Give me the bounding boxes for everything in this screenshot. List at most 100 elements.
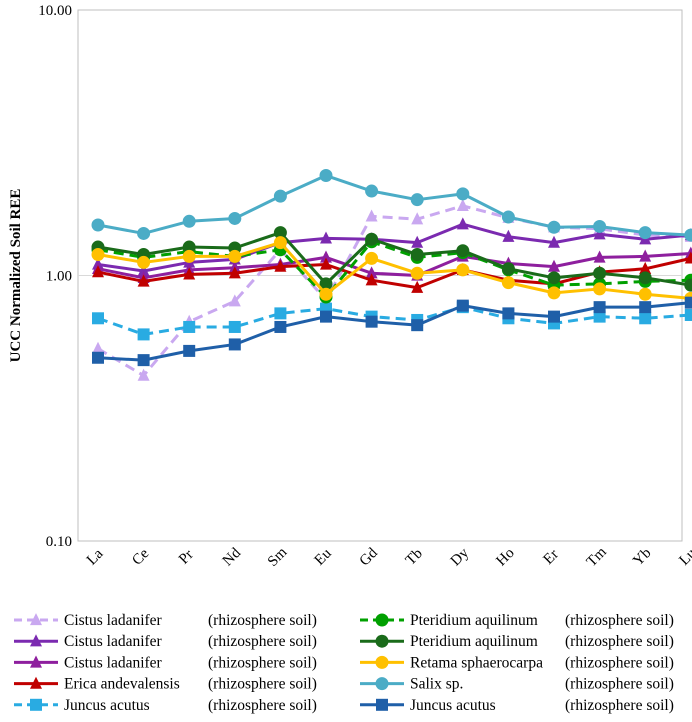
x-tick-label: Eu	[312, 545, 335, 568]
data-point	[593, 250, 606, 263]
data-point	[410, 247, 424, 261]
data-point	[410, 193, 424, 207]
data-point	[411, 319, 424, 332]
data-point	[547, 271, 561, 285]
x-tick-label: Tm	[584, 544, 610, 570]
data-point	[320, 250, 332, 263]
data-point	[182, 249, 196, 263]
legend-label: Cistus ladanifer	[64, 633, 163, 650]
legend-label: Cistus ladanifer	[64, 654, 163, 671]
legend-suffix: (rhizosphere soil)	[565, 676, 674, 693]
legend-item: Juncus acutus (rhizosphere soil)	[14, 697, 317, 714]
data-point	[228, 266, 241, 279]
data-point	[228, 338, 241, 351]
legend-label: Pteridium aquilinum	[410, 633, 538, 650]
legend-label: Salix sp.	[410, 676, 463, 693]
y-axis-label: UCC Normalized Soil REE	[8, 189, 24, 363]
x-tick-label: Ho	[493, 545, 517, 569]
y-tick-label: 1.00	[46, 269, 72, 285]
series-line	[97, 204, 691, 378]
legend-suffix: (rhizosphere soil)	[208, 633, 317, 650]
series-line	[97, 305, 691, 336]
legend-suffix: (rhizosphere soil)	[565, 697, 674, 714]
data-point	[593, 310, 606, 323]
legend-label: Cistus ladanifer	[64, 612, 163, 629]
data-point	[593, 219, 607, 233]
x-tick-label: Pr	[176, 547, 197, 568]
legend-swatch-marker	[375, 634, 389, 648]
x-tick-label: Yb	[630, 545, 654, 569]
data-point	[365, 315, 378, 328]
legend-item: Erica andevalensis (rhizosphere soil)	[14, 676, 317, 693]
legend-item: Retama sphaerocarpa (rhizosphere soil)	[360, 654, 674, 671]
legend-item: Pteridium aquilinum (rhizosphere soil)	[360, 633, 674, 650]
data-point	[456, 198, 469, 211]
data-point	[502, 307, 515, 320]
data-point	[456, 299, 469, 312]
series-layer	[91, 169, 692, 381]
legend-swatch-marker	[30, 613, 42, 626]
data-point	[411, 212, 424, 225]
legend-swatch-marker	[30, 676, 42, 689]
data-point	[228, 211, 242, 225]
data-point	[502, 229, 515, 242]
legend-item: Cistus ladanifer (rhizosphere soil)	[14, 633, 317, 650]
data-point	[639, 249, 652, 262]
data-point	[593, 282, 607, 296]
legend-item: Cistus ladanifer (rhizosphere soil)	[14, 654, 317, 671]
data-point	[456, 244, 470, 258]
data-point	[456, 217, 469, 230]
data-point	[501, 210, 515, 224]
data-point	[183, 267, 196, 280]
data-point	[456, 187, 470, 201]
series-line	[97, 241, 691, 300]
data-point	[91, 218, 105, 232]
data-point	[639, 261, 652, 274]
data-point	[365, 266, 378, 279]
series-8	[91, 236, 692, 305]
legend-label: Juncus acutus	[64, 697, 150, 714]
legend-suffix: (rhizosphere soil)	[208, 612, 317, 629]
data-point	[319, 169, 333, 183]
data-point	[638, 226, 652, 240]
x-tick-label: Nd	[220, 545, 245, 570]
x-tick-label: Er	[541, 547, 562, 568]
data-point	[365, 273, 378, 286]
x-tick-label: Tb	[403, 546, 426, 569]
series-line	[97, 301, 691, 362]
series-line	[97, 240, 691, 299]
legend-item: Cistus ladanifer (rhizosphere soil)	[14, 612, 317, 629]
data-point	[137, 328, 150, 341]
data-point	[183, 320, 196, 333]
series-10	[92, 296, 692, 367]
legend-suffix: (rhizosphere soil)	[208, 697, 317, 714]
legend-suffix: (rhizosphere soil)	[565, 654, 674, 671]
data-point	[320, 310, 332, 323]
data-point	[365, 232, 379, 246]
legend-swatch-marker	[376, 698, 388, 711]
data-point	[273, 236, 287, 250]
data-point	[638, 271, 652, 285]
series-line	[97, 222, 691, 273]
legend-swatch-marker	[30, 655, 42, 668]
data-point	[411, 280, 424, 293]
series-line	[97, 174, 691, 237]
legend-swatch-marker	[375, 655, 389, 669]
data-point	[273, 189, 287, 203]
legend-item: Salix sp. (rhizosphere soil)	[360, 676, 674, 693]
data-point	[320, 231, 332, 244]
series-line	[97, 252, 691, 280]
y-tick-label: 10.00	[38, 3, 72, 19]
series-7	[91, 226, 692, 292]
data-point	[684, 251, 692, 264]
data-point	[684, 228, 692, 242]
data-point	[183, 344, 196, 357]
data-point	[639, 312, 652, 325]
axes: 0.10 1.00 10.00 La Ce Pr Nd Sm Eu Gd Tb Dy Ho Er Tm Yb L…	[8, 3, 692, 570]
data-point	[456, 263, 470, 277]
legend-label: Pteridium aquilinum	[410, 612, 538, 629]
data-point	[548, 259, 560, 272]
data-point	[92, 312, 104, 325]
data-point	[684, 308, 692, 321]
